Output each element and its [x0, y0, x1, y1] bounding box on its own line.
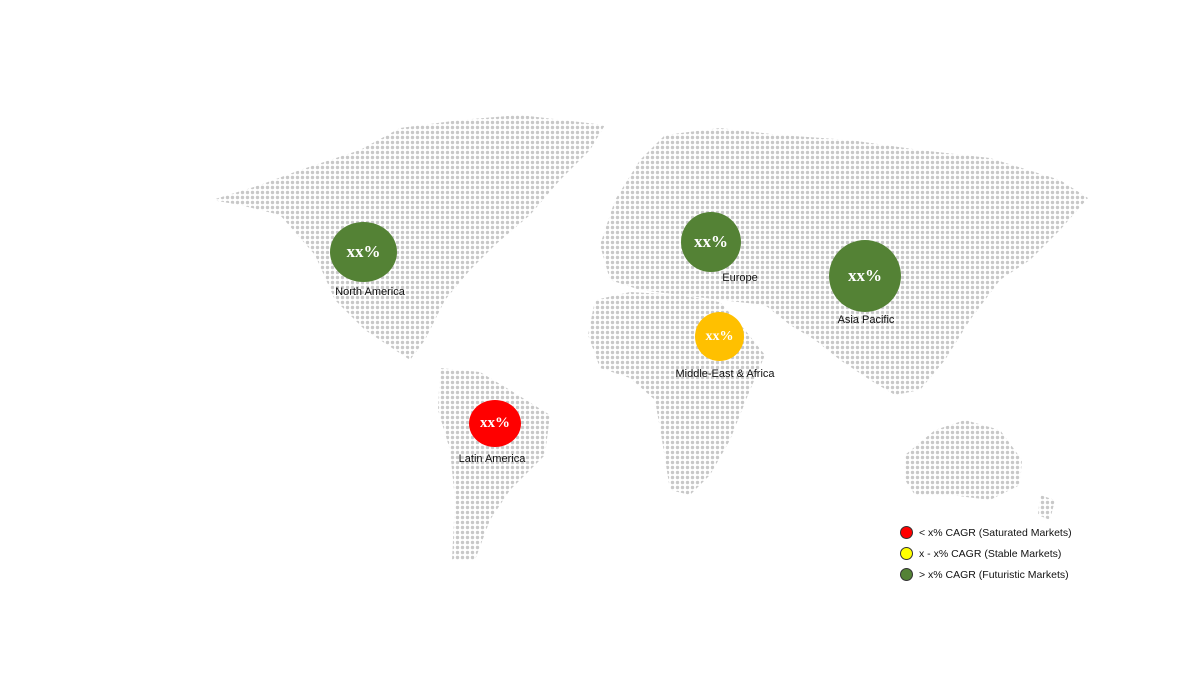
- legend-label: x - x% CAGR (Stable Markets): [919, 547, 1062, 560]
- green-dot-icon: [900, 568, 913, 581]
- label-asia-pacific: Asia Pacific: [837, 314, 895, 326]
- new-zealand: [1038, 495, 1055, 520]
- continent-australia: [905, 420, 1022, 500]
- bubble-latin-america: xx%: [469, 400, 521, 447]
- label-north-america: North America: [335, 286, 405, 298]
- continent-north-america: [212, 115, 605, 360]
- bubble-asia-pacific: xx%: [829, 240, 901, 312]
- yellow-dot-icon: [900, 547, 913, 560]
- legend: < x% CAGR (Saturated Markets) x - x% CAG…: [900, 522, 1072, 585]
- bubble-north-america: xx%: [330, 222, 397, 282]
- red-dot-icon: [900, 526, 913, 539]
- legend-label: < x% CAGR (Saturated Markets): [919, 526, 1072, 539]
- bubble-middle-east-africa: xx%: [695, 312, 744, 361]
- label-middle-east-africa: Middle-East & Africa: [675, 368, 775, 380]
- legend-item-stable: x - x% CAGR (Stable Markets): [900, 543, 1072, 564]
- legend-item-futuristic: > x% CAGR (Futuristic Markets): [900, 564, 1072, 585]
- label-latin-america: Latin America: [458, 453, 526, 465]
- continent-south-america: [438, 368, 550, 560]
- bubble-europe: xx%: [681, 212, 741, 272]
- legend-label: > x% CAGR (Futuristic Markets): [919, 568, 1069, 581]
- legend-item-saturated: < x% CAGR (Saturated Markets): [900, 522, 1072, 543]
- label-europe: Europe: [722, 272, 758, 284]
